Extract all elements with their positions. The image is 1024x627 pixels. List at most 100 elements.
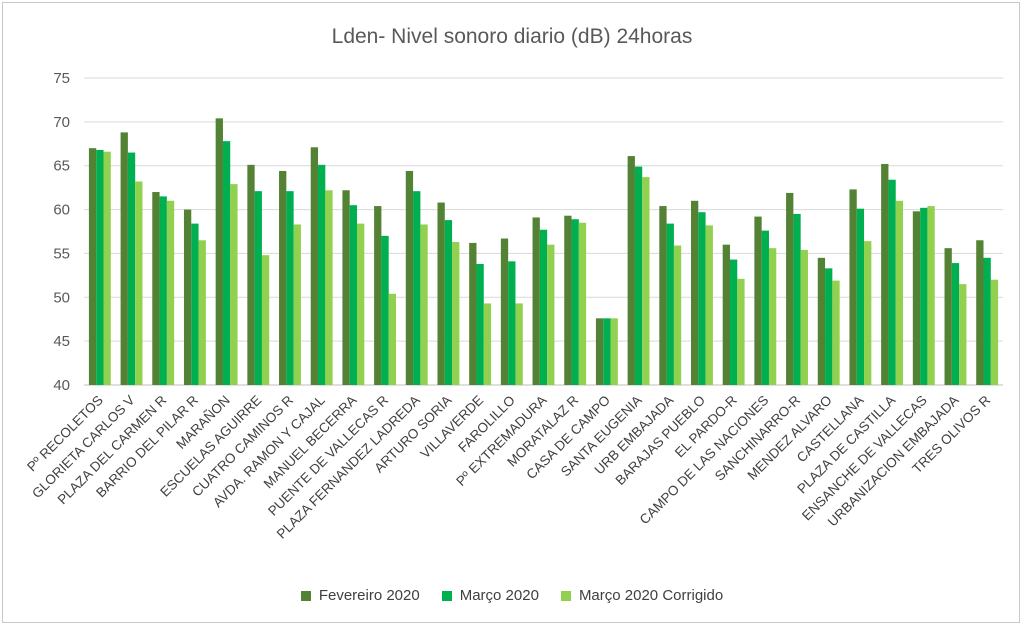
y-tick-label: 65 — [53, 158, 70, 175]
bar — [310, 147, 319, 385]
bar — [261, 255, 270, 385]
bar — [817, 257, 826, 385]
bar — [849, 189, 857, 385]
bar — [508, 261, 516, 385]
bar — [761, 230, 769, 385]
bar — [547, 244, 555, 385]
bar — [374, 206, 382, 385]
bar — [571, 219, 579, 385]
bar — [951, 263, 960, 385]
bar — [127, 152, 136, 385]
bar — [166, 200, 175, 385]
bar — [349, 205, 358, 385]
bar — [183, 209, 192, 385]
y-tick-label: 40 — [53, 377, 70, 394]
bar — [912, 211, 921, 385]
bar — [944, 248, 952, 385]
bar — [856, 208, 865, 385]
bar — [888, 179, 896, 385]
bar — [539, 229, 548, 385]
bar — [595, 318, 604, 385]
bar — [690, 200, 699, 385]
bar — [96, 149, 104, 385]
bar — [215, 118, 223, 385]
bar — [293, 224, 301, 385]
legend-item-series-1: Março 2020 — [441, 587, 539, 604]
bar — [920, 207, 928, 385]
legend-swatch-series-1 — [441, 590, 452, 601]
bar — [135, 181, 143, 385]
bar — [357, 223, 365, 385]
bar — [786, 192, 794, 385]
bar — [515, 303, 523, 385]
legend-item-series-0: Fevereiro 2020 — [300, 587, 420, 604]
bar — [666, 223, 674, 385]
legend: Fevereiro 2020 Março 2020 Março 2020 Cor… — [3, 587, 1021, 604]
bar — [895, 200, 904, 385]
y-tick-label: 75 — [53, 70, 70, 87]
bar — [159, 196, 167, 385]
bar — [532, 217, 540, 385]
bar — [444, 220, 453, 385]
bar — [381, 235, 389, 385]
bar — [754, 216, 762, 385]
bar — [476, 263, 484, 385]
y-tick-label: 55 — [53, 245, 70, 262]
legend-swatch-series-2 — [560, 590, 571, 601]
bar — [318, 164, 326, 385]
bar — [254, 191, 262, 385]
bar — [825, 268, 833, 385]
bar — [864, 241, 872, 385]
bar — [564, 215, 572, 385]
y-tick-label: 50 — [53, 289, 70, 306]
bar — [832, 280, 840, 385]
bar — [279, 170, 287, 385]
bar — [405, 170, 414, 385]
bar — [325, 190, 333, 385]
bar — [881, 163, 889, 385]
bar — [483, 303, 492, 385]
bar — [286, 191, 294, 385]
bar — [230, 184, 238, 385]
bar — [768, 248, 777, 385]
bar — [659, 206, 667, 385]
bar — [610, 318, 618, 385]
bar — [927, 206, 935, 385]
bar — [388, 293, 397, 385]
bar — [413, 191, 421, 385]
bar — [634, 166, 643, 385]
bar — [642, 177, 650, 385]
y-tick-label: 60 — [53, 202, 70, 219]
legend-label-series-0: Fevereiro 2020 — [318, 587, 420, 604]
bar — [627, 156, 635, 385]
bar — [737, 278, 745, 385]
bar — [673, 245, 682, 385]
chart-title: Lden- Nivel sonoro diario (dB) 24horas — [331, 25, 693, 48]
bar — [990, 279, 999, 385]
bar — [152, 192, 160, 385]
bar — [705, 225, 713, 385]
bar — [983, 257, 991, 385]
bar — [959, 284, 967, 385]
bar — [103, 151, 111, 385]
bar — [420, 224, 428, 385]
bar — [500, 238, 509, 385]
bar — [722, 244, 730, 385]
bar — [698, 212, 706, 385]
bar — [729, 259, 738, 385]
bar — [342, 190, 350, 385]
bar — [120, 132, 128, 385]
bar — [976, 240, 984, 385]
bar — [793, 213, 801, 385]
bar — [452, 242, 460, 385]
y-tick-label: 45 — [53, 333, 70, 350]
bar — [603, 318, 611, 385]
bar — [222, 141, 231, 385]
legend-label-series-1: Março 2020 — [459, 587, 539, 604]
bar — [469, 242, 477, 385]
legend-label-series-2: Março 2020 Corrigido — [578, 587, 724, 604]
bar — [800, 249, 808, 385]
bar — [191, 223, 199, 385]
